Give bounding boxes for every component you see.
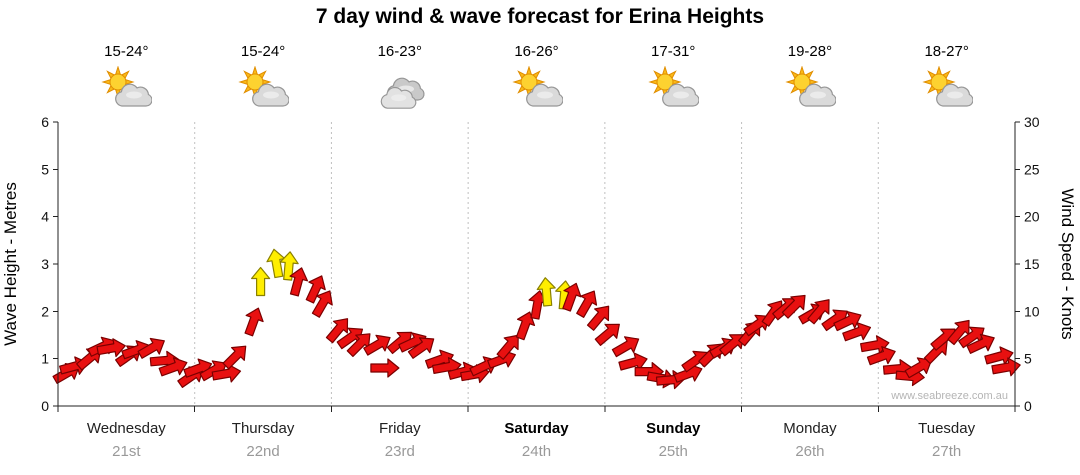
wind-arrow — [407, 337, 435, 359]
wind-arrow — [496, 334, 519, 360]
day-temperature: 16-26° — [514, 43, 559, 60]
wind-arrow — [251, 266, 271, 297]
day-temperature: 18-27° — [924, 43, 969, 60]
left-axis-tick-label: 3 — [41, 256, 49, 272]
day-temperature: 19-28° — [787, 43, 833, 60]
wind-arrow — [781, 294, 806, 319]
day-name: Friday — [378, 420, 421, 437]
right-axis-tick-label: 15 — [1024, 256, 1040, 272]
left-axis-title: Wave Height - Metres — [1, 182, 20, 346]
wind-arrow — [866, 346, 896, 366]
wind-arrow — [576, 290, 598, 318]
cloud-icon — [935, 83, 973, 107]
cloud-icon — [662, 83, 700, 107]
wind-arrow — [96, 338, 126, 358]
day-temperature: 15-24° — [104, 43, 149, 60]
left-axis-tick-label: 5 — [41, 161, 49, 177]
wind-arrow — [536, 277, 556, 307]
right-axis-tick-label: 20 — [1024, 209, 1040, 225]
plot-area: 0 1 2 3 4 5 6 0 5 10 15 20 25 30 — [41, 114, 1040, 414]
chart-title: 7 day wind & wave forecast for Erina Hei… — [315, 5, 765, 28]
wind-arrow — [305, 275, 326, 304]
day-name: Monday — [783, 420, 837, 437]
day-date: 26th — [795, 443, 825, 460]
right-axis-tick-label: 0 — [1024, 398, 1032, 414]
day-date: 24th — [521, 443, 552, 460]
day-name: Saturday — [504, 420, 569, 437]
right-axis-title: Wind Speed - Knots — [1058, 188, 1077, 339]
day-date: 27th — [932, 443, 962, 460]
wind-arrow — [222, 345, 247, 370]
wind-arrow — [719, 334, 745, 357]
wind-arrow — [594, 323, 620, 346]
wind-arrow — [991, 357, 1021, 377]
wind-arrow — [311, 290, 333, 318]
day-temperature: 15-24° — [240, 43, 286, 60]
weather-icon-partly-cloudy — [921, 66, 973, 112]
wind-arrow — [158, 357, 188, 377]
wind-arrow — [966, 333, 995, 354]
day-date: 25th — [658, 443, 688, 460]
weather-icon-partly-cloudy — [647, 66, 700, 112]
day-date: 22nd — [246, 443, 280, 460]
day-date: 21st — [112, 443, 141, 460]
cloud-icon — [525, 83, 563, 107]
weather-icon-cloudy — [374, 66, 426, 112]
right-axis-tick-label: 25 — [1024, 161, 1040, 177]
left-axis-tick-label: 2 — [41, 303, 49, 319]
wind-arrow — [833, 310, 862, 332]
right-axis-tick-label: 5 — [1024, 351, 1032, 367]
cloud-icon — [115, 83, 153, 107]
cloud-icon — [380, 86, 417, 109]
wind-arrow — [289, 267, 309, 297]
day-date: 23rd — [384, 443, 415, 460]
wind-arrow — [137, 337, 165, 359]
wind-arrow — [562, 282, 582, 312]
wind-arrow — [842, 322, 872, 342]
left-axis-tick-label: 6 — [41, 114, 49, 130]
left-axis-tick-label: 4 — [41, 209, 49, 225]
left-axis-tick-label: 0 — [41, 398, 49, 414]
weather-icon-partly-cloudy — [511, 66, 563, 112]
day-name: Sunday — [646, 420, 701, 437]
cloud-icon — [798, 83, 836, 107]
wind-arrow — [370, 358, 400, 378]
day-name: Tuesday — [918, 420, 976, 437]
wind-arrow — [279, 251, 299, 281]
wind-arrow — [515, 311, 536, 341]
wind-arrow — [611, 336, 640, 358]
right-axis-tick-label: 10 — [1024, 303, 1040, 319]
wind-arrow — [586, 305, 610, 331]
watermark: www.seabreeze.com.au — [890, 390, 1008, 402]
weather-icon-partly-cloudy — [237, 66, 290, 112]
right-axis-tick-label: 30 — [1024, 114, 1040, 130]
wind-arrow — [807, 299, 830, 325]
weather-icon-partly-cloudy — [100, 66, 153, 112]
day-temperature: 17-31° — [651, 43, 696, 60]
weather-icon-partly-cloudy — [784, 66, 836, 112]
left-axis-tick-label: 1 — [41, 351, 49, 367]
cloud-icon — [252, 83, 290, 107]
wind-arrow — [244, 307, 264, 337]
day-name: Thursday — [231, 420, 295, 437]
wind-arrow — [904, 357, 933, 379]
wind-arrow — [325, 318, 349, 344]
wind-arrow — [363, 334, 391, 356]
day-name: Wednesday — [86, 420, 166, 437]
day-temperature: 16-23° — [377, 43, 422, 60]
